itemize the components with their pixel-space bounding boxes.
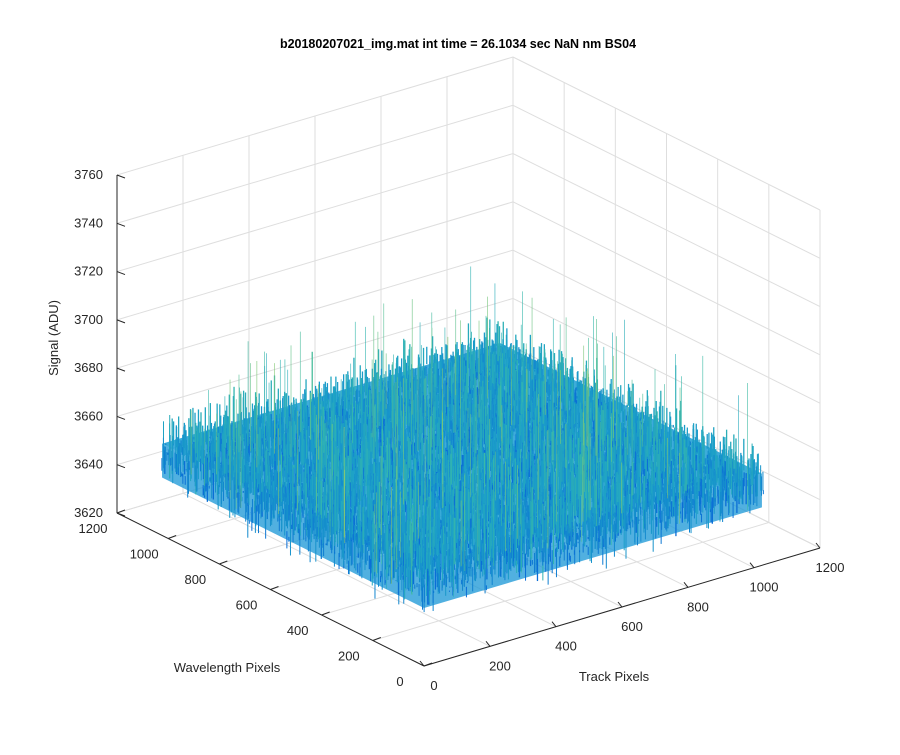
surface-mesh	[162, 266, 763, 612]
